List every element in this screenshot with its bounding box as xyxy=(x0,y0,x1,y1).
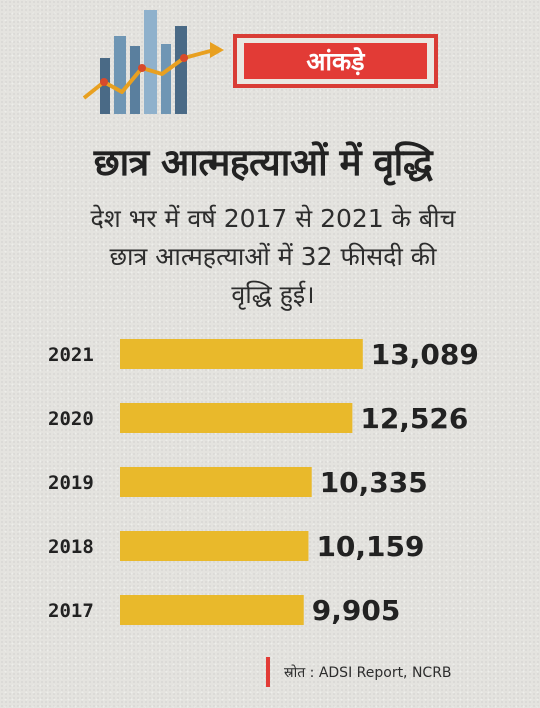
subtitle-line: देश भर में वर्ष 2017 से 2021 के बीच xyxy=(90,204,456,233)
year-label: 2021 xyxy=(48,344,94,366)
year-label: 2017 xyxy=(48,600,94,622)
subtitle-line: वृद्धि हुई। xyxy=(231,280,315,309)
subtitle-line: छात्र आत्महत्याओं में 32 फीसदी की xyxy=(109,242,437,271)
bar xyxy=(120,339,363,369)
bar xyxy=(120,403,353,433)
year-label: 2019 xyxy=(48,472,94,494)
icon-bar xyxy=(175,26,187,114)
icon-bar xyxy=(130,46,140,114)
icon-bar xyxy=(161,44,171,114)
year-label: 2020 xyxy=(48,408,94,430)
value-label: 10,159 xyxy=(316,530,424,563)
icon-bar xyxy=(114,36,126,114)
bar-chart-trend-icon xyxy=(82,10,224,114)
icon-bar xyxy=(100,58,110,114)
icon-bar xyxy=(144,10,157,114)
source-label: स्रोत : ADSI Report, NCRB xyxy=(284,664,452,681)
value-label: 12,526 xyxy=(360,402,468,435)
bar xyxy=(120,595,304,625)
bar xyxy=(120,467,312,497)
source-accent-bar xyxy=(266,657,270,687)
subtitle: देश भर में वर्ष 2017 से 2021 के बीच छात्… xyxy=(38,200,508,314)
value-label: 13,089 xyxy=(371,338,479,371)
trend-point xyxy=(180,54,188,62)
section-badge-label: आंकड़े xyxy=(244,43,427,79)
trend-point xyxy=(100,78,108,86)
value-label: 10,335 xyxy=(320,466,428,499)
trend-point xyxy=(138,64,146,72)
value-label: 9,905 xyxy=(312,594,401,627)
year-label: 2018 xyxy=(48,536,94,558)
section-badge: आंकड़े xyxy=(233,34,438,88)
source-note: स्रोत : ADSI Report, NCRB xyxy=(266,656,452,688)
headline: छात्र आत्महत्याओं में वृद्धि xyxy=(93,141,433,184)
trend-arrow-head xyxy=(210,42,224,58)
bar-chart: 2021 13,089 2020 12,526 2019 10,335 2018 10,159… xyxy=(48,338,479,627)
bar xyxy=(120,531,309,561)
